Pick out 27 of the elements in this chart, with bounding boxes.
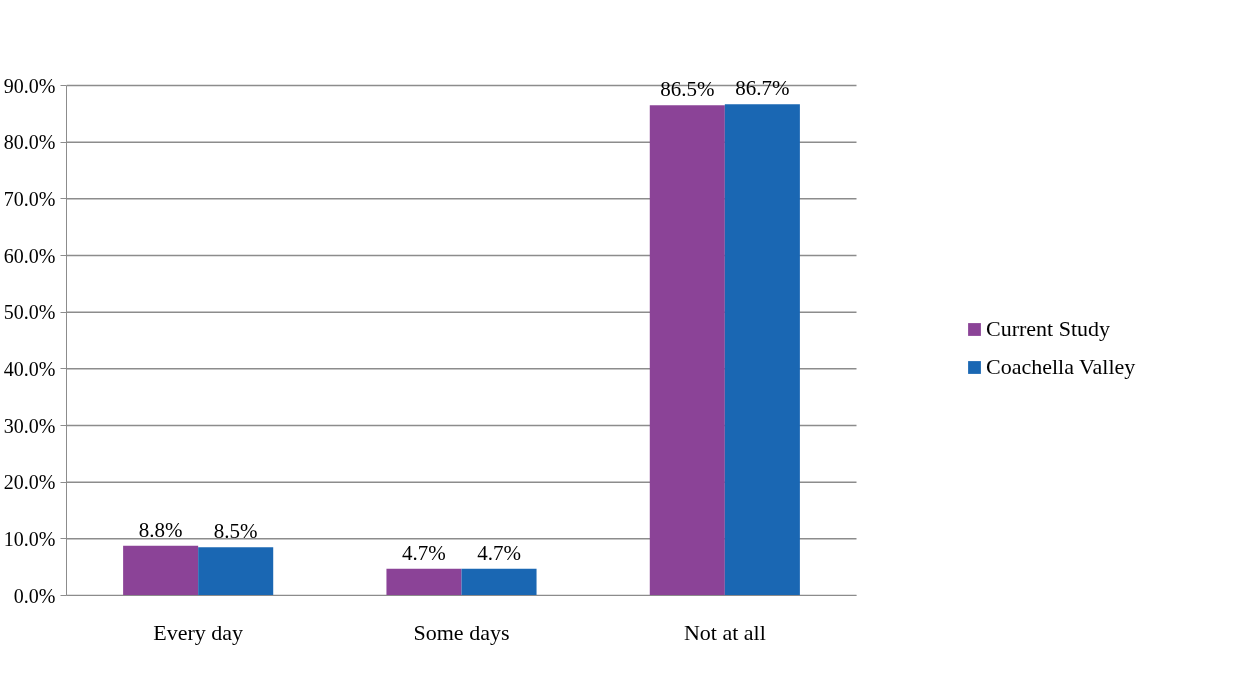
y-tick-label: 70.0%: [3, 187, 56, 210]
y-tick-label: 80.0%: [3, 131, 56, 154]
data-label: 4.7%: [402, 540, 446, 565]
y-tick-label: 20.0%: [3, 471, 56, 494]
data-label: 86.5%: [660, 77, 715, 102]
data-label: 4.7%: [477, 540, 521, 565]
bar: [724, 104, 800, 596]
y-tick-label: 50.0%: [3, 301, 56, 324]
y-tick-label: 10.0%: [3, 527, 56, 550]
data-label: 8.5%: [213, 519, 258, 544]
y-tick-label: 60.0%: [3, 244, 56, 267]
y-tick-label: 40.0%: [3, 357, 56, 380]
y-tick-label: 90.0%: [3, 74, 56, 97]
x-tick-label: Not at all: [683, 619, 766, 645]
bar: [461, 568, 537, 596]
bar: [198, 547, 274, 596]
data-label: 8.8%: [138, 517, 183, 542]
bar: [123, 545, 199, 596]
bar: [386, 568, 462, 596]
legend-label: Coachella Valley: [986, 354, 1136, 380]
y-tick-label: 0.0%: [13, 584, 56, 607]
legend-label: Current Study: [986, 316, 1111, 342]
bar: [649, 105, 725, 596]
data-label: 86.7%: [735, 76, 790, 101]
x-tick-label: Some days: [413, 619, 510, 645]
y-tick-label: 30.0%: [3, 414, 56, 437]
x-tick-label: Every day: [153, 619, 244, 645]
